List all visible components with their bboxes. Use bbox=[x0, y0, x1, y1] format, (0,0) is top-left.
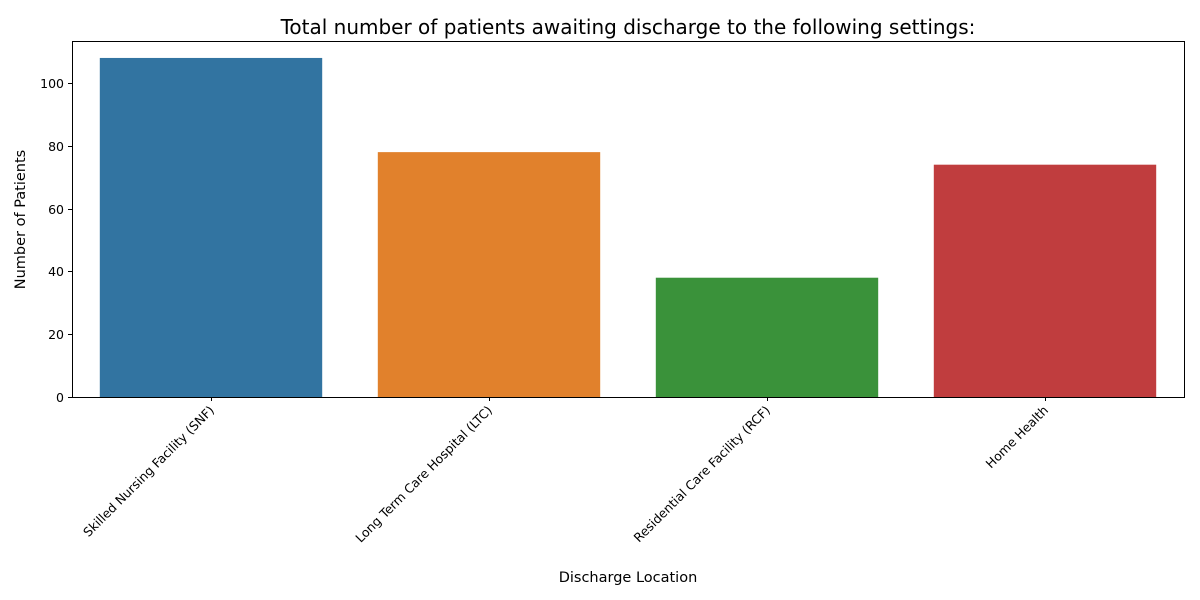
y-axis: 0 20 40 60 80 100 bbox=[40, 76, 72, 405]
y-tick-label: 40 bbox=[48, 264, 64, 279]
y-tick-label: 20 bbox=[48, 327, 64, 342]
y-tick-label: 100 bbox=[40, 76, 64, 91]
x-axis-label: Discharge Location bbox=[559, 570, 698, 586]
plot-frame bbox=[72, 41, 1185, 398]
y-tick-label: 80 bbox=[48, 139, 64, 154]
bar-2 bbox=[377, 152, 601, 397]
bar-4 bbox=[933, 164, 1157, 397]
bars-group bbox=[99, 57, 1157, 397]
bar-3 bbox=[655, 277, 879, 397]
x-tick-label: Home Health bbox=[983, 403, 1052, 472]
y-axis-label: Number of Patients bbox=[13, 150, 29, 290]
y-tick-label: 60 bbox=[48, 202, 64, 217]
chart-title: Total number of patients awaiting discha… bbox=[280, 15, 976, 39]
x-tick-label: Skilled Nursing Facility (SNF) bbox=[80, 403, 217, 540]
x-tick-label: Long Term Care Hospital (LTC) bbox=[352, 403, 495, 546]
x-axis: Skilled Nursing Facility (SNF) Long Term … bbox=[80, 397, 1051, 545]
x-tick-label: Residential Care Facility (RCF) bbox=[630, 403, 773, 546]
bar-1 bbox=[99, 57, 323, 397]
y-tick-label: 0 bbox=[56, 390, 64, 405]
